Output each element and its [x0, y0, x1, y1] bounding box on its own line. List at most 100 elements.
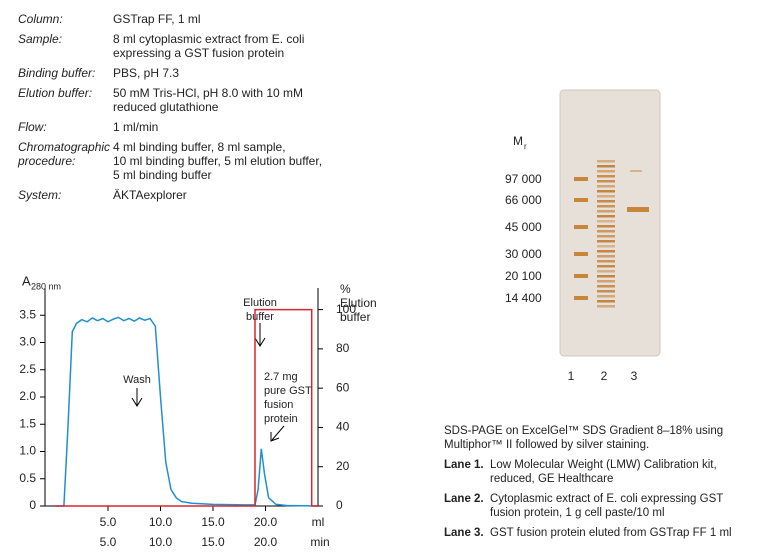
annotation: fusion	[264, 399, 293, 411]
y-tick-label: 0.5	[19, 471, 36, 485]
band	[630, 170, 642, 172]
band	[597, 160, 615, 163]
label-line: Elution buffer:	[18, 86, 93, 100]
label-line: Binding buffer:	[18, 66, 96, 80]
lane-label: 2	[601, 369, 608, 383]
y2-tick-label: 80	[336, 341, 350, 355]
value-line: PBS, pH 7.3	[113, 66, 180, 80]
marker-label: 14 400	[505, 291, 542, 305]
label-line: procedure:	[18, 154, 76, 168]
y-label-sub: 280 nm	[31, 281, 61, 291]
y-tick-label: 3.5	[19, 307, 36, 321]
band	[597, 280, 615, 283]
band	[597, 250, 615, 253]
condition-row: Chromatographic procedure: 4 ml binding bu…	[18, 140, 322, 182]
annotation: pure GST	[264, 385, 312, 397]
band	[597, 285, 615, 288]
condition-value: 50 mM Tris-HCl, pH 8.0 with 10 mM reduced…	[113, 86, 303, 114]
band	[627, 207, 649, 212]
condition-value: GSTrap FF, 1 ml	[113, 12, 201, 26]
condition-label: Sample:	[18, 32, 113, 60]
y2-label: buffer	[340, 310, 370, 324]
band	[574, 252, 588, 256]
condition-row: Binding buffer: PBS, pH 7.3	[18, 66, 322, 80]
value-line: 4 ml binding buffer, 8 ml sample,	[113, 140, 286, 154]
x2-unit: min	[310, 535, 329, 549]
marker-label: 45 000	[505, 220, 542, 234]
caption-lane: Lane 1. Low Molecular Weight (LMW) Calibr…	[444, 458, 756, 486]
arrow	[131, 388, 143, 407]
band	[574, 296, 588, 300]
band	[574, 177, 588, 181]
condition-row: Elution buffer: 50 mM Tris-HCl, pH 8.0 wi…	[18, 86, 322, 114]
band	[597, 265, 615, 268]
band	[597, 200, 615, 203]
value-line: ÄKTAexplorer	[113, 188, 187, 202]
annotation: protein	[264, 413, 298, 425]
value-line: 5 ml binding buffer	[113, 168, 212, 182]
y-label: A	[22, 273, 31, 288]
band	[597, 270, 615, 273]
x2-tick-label: 20.0	[254, 535, 278, 549]
condition-label: Flow:	[18, 120, 113, 134]
condition-label: Column:	[18, 12, 113, 26]
band	[597, 225, 615, 228]
y-tick-label: 2.5	[19, 362, 36, 376]
y2-tick-label: 0	[336, 498, 343, 512]
band	[597, 220, 615, 223]
arrow	[254, 323, 266, 347]
gel	[559, 89, 661, 357]
value-line: expressing a GST fusion protein	[113, 46, 285, 60]
band	[597, 240, 615, 243]
y-tick-label: 1.0	[19, 444, 36, 458]
arrow	[270, 425, 285, 442]
condition-value: PBS, pH 7.3	[113, 66, 179, 80]
value-line: 10 ml binding buffer, 5 ml elution buffe…	[113, 154, 323, 168]
condition-value: 4 ml binding buffer, 8 ml sample, 10 ml b…	[113, 140, 322, 182]
value-line: 1 ml/min	[113, 120, 159, 134]
annotation: Wash	[123, 374, 151, 386]
condition-label: Elution buffer:	[18, 86, 113, 114]
lane-title: Lane 3.	[444, 527, 484, 539]
y2-tick-label: 40	[336, 420, 350, 434]
band	[597, 210, 615, 213]
label-line: Flow:	[18, 120, 47, 134]
band	[574, 198, 588, 202]
band	[597, 185, 615, 188]
band	[574, 225, 588, 229]
lane-title: Lane 1.	[444, 459, 484, 471]
band	[597, 180, 615, 183]
x-tick-label: 15.0	[201, 515, 225, 529]
gel-bands	[574, 160, 649, 308]
lane-text: GST fusion protein eluted from GSTrap FF…	[490, 527, 732, 539]
annotation: 2.7 mg	[264, 371, 298, 383]
value-line: GSTrap FF, 1 ml	[113, 12, 201, 26]
line-series	[55, 308, 318, 507]
conditions: Column: GSTrap FF, 1 ml Sample: 8 ml cytopl…	[18, 12, 322, 208]
line-series	[55, 316, 319, 507]
x-tick-label: 20.0	[254, 515, 278, 529]
mr-label: M	[513, 134, 523, 148]
caption-lane: Lane 3. GST fusion protein eluted from GS…	[444, 526, 756, 540]
y-tick-label: 2.0	[19, 389, 36, 403]
condition-value: 1 ml/min	[113, 120, 158, 134]
y2-label: %	[340, 282, 351, 296]
condition-row: Sample: 8 ml cytoplasmic extract from E. …	[18, 32, 322, 60]
condition-value: 8 ml cytoplasmic extract from E. coli exp…	[113, 32, 304, 60]
band	[597, 235, 615, 238]
lane-text: Cytoplasmic extract of E. coli expressin…	[490, 493, 724, 519]
label-line: Sample:	[18, 32, 63, 46]
label-line: System:	[18, 188, 62, 202]
x-tick-label: 5.0	[100, 515, 117, 529]
marker-label: 30 000	[505, 247, 542, 261]
marker-label: 20 100	[505, 269, 542, 283]
x-unit: ml	[312, 515, 325, 529]
x2-tick-label: 5.0	[100, 535, 117, 549]
band	[597, 215, 615, 218]
band	[597, 205, 615, 208]
lane-title: Lane 2.	[444, 493, 484, 505]
condition-label: Chromatographic procedure:	[18, 140, 113, 182]
marker-label: 66 000	[505, 193, 542, 207]
annotation: Elution	[243, 297, 277, 309]
value-line: reduced glutathione	[113, 100, 219, 114]
